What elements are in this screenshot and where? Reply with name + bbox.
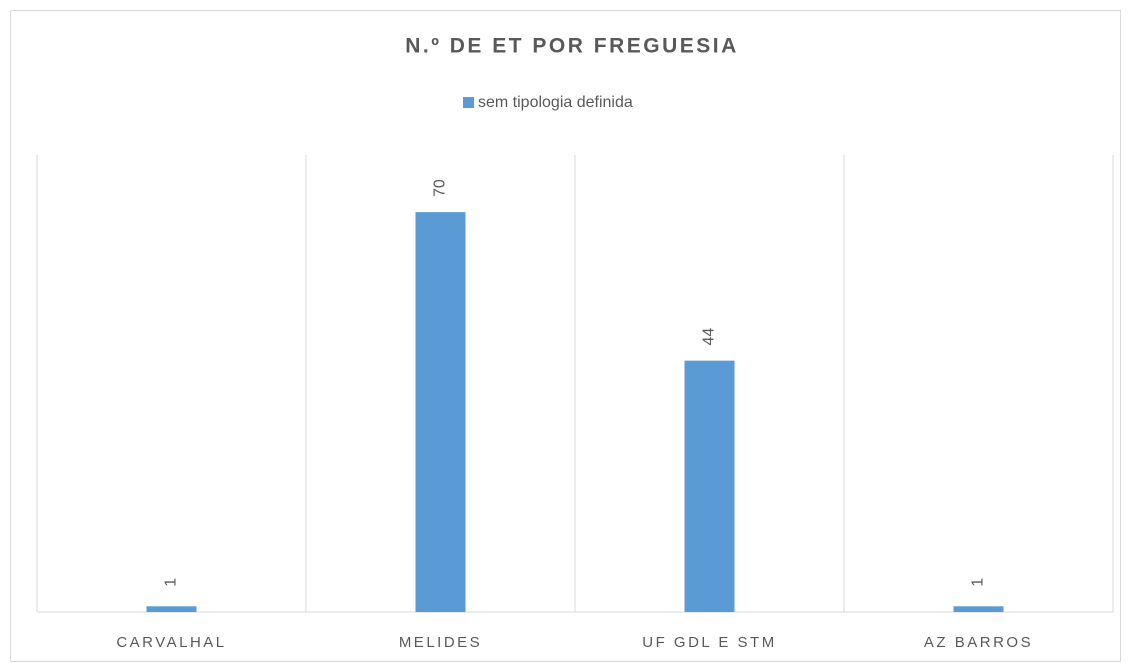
data-label: 1 xyxy=(163,578,180,587)
data-label: 1 xyxy=(970,578,987,587)
bar xyxy=(953,606,1004,612)
x-tick-label: CARVALHAL xyxy=(116,634,226,651)
x-tick-label: UF GDL E STM xyxy=(642,634,776,651)
data-label: 70 xyxy=(432,179,449,197)
legend-label: sem tipologia definida xyxy=(478,94,633,111)
bar xyxy=(415,212,466,612)
legend-swatch xyxy=(463,97,474,108)
x-tick-label: AZ BARROS xyxy=(924,634,1033,651)
chart-border xyxy=(10,10,1121,662)
bar xyxy=(684,360,735,612)
chart-title: N.º DE ET POR FREGUESIA xyxy=(405,35,739,58)
data-label: 44 xyxy=(701,328,718,346)
bar xyxy=(146,606,197,612)
x-tick-label: MELIDES xyxy=(399,634,482,651)
